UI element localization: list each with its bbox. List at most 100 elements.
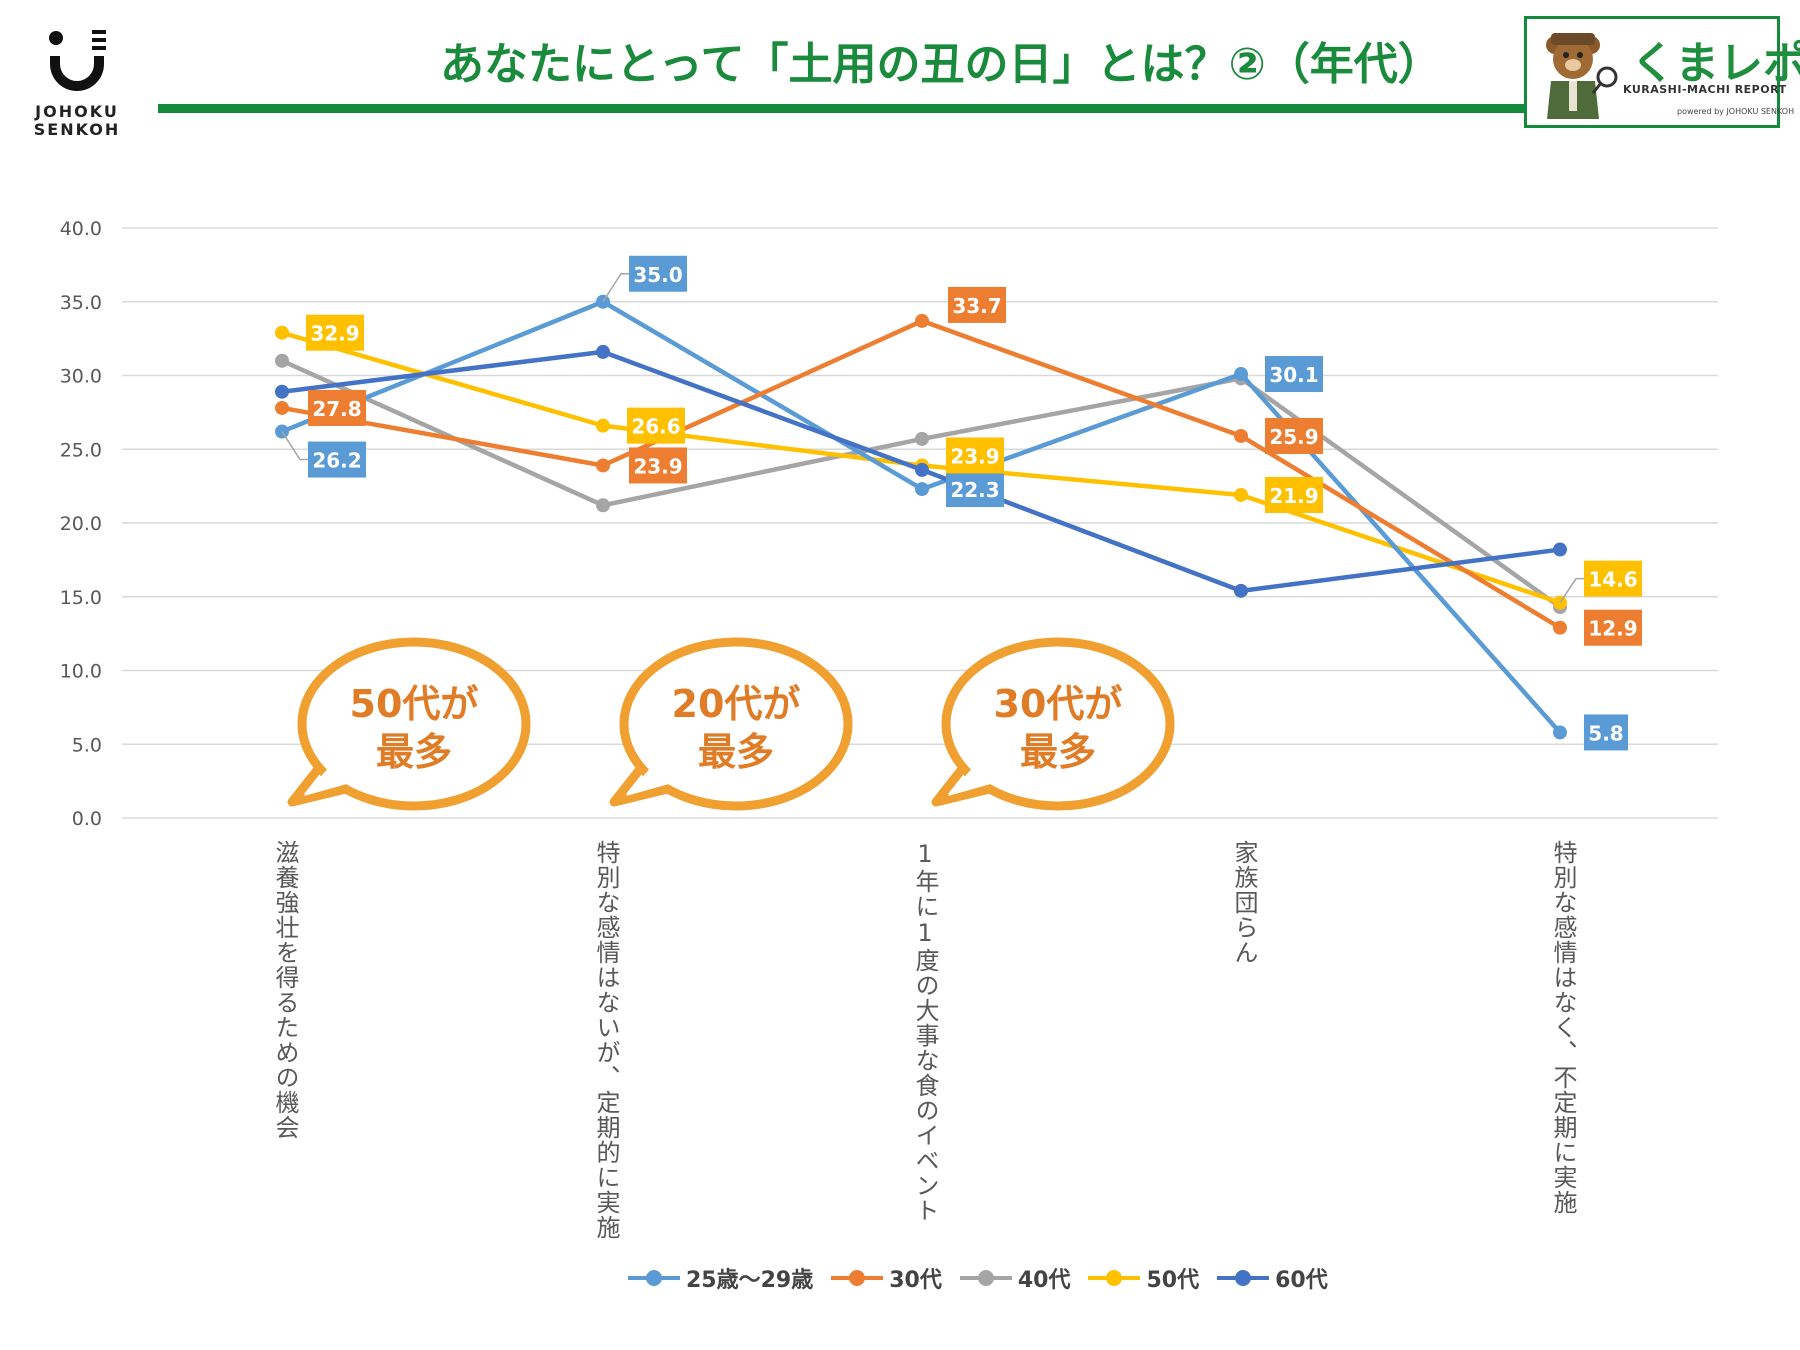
callout-1-line2: 最多 — [375, 730, 452, 774]
data-label-box — [1265, 476, 1323, 513]
data-point — [596, 458, 610, 473]
callout-bubble-tail-fill — [304, 766, 354, 796]
y-tick-label: 20.0 — [60, 513, 102, 535]
x-tick-label: 特別な感情はないが、定期的に実施 — [592, 840, 620, 1240]
legend-item: 25歳〜29歳 — [628, 1262, 813, 1294]
x-tick-label: 家族団らん — [1230, 840, 1258, 965]
data-label-box — [306, 314, 364, 351]
callout-3: 30代が 最多 — [958, 680, 1158, 776]
data-point — [1553, 725, 1567, 740]
page-title: あなたにとって「土用の丑の日」とは？②（年代） — [440, 39, 1442, 90]
legend-item: 60代 — [1217, 1262, 1328, 1294]
data-label-box — [946, 437, 1004, 474]
y-tick-label: 15.0 — [60, 587, 102, 609]
callout-1-line1: 50代が — [349, 682, 479, 726]
data-label-leader — [281, 431, 308, 461]
data-label-box — [1265, 417, 1323, 454]
data-label-box — [627, 407, 685, 444]
data-point — [596, 498, 610, 513]
data-label: 25.9 — [1269, 425, 1318, 449]
logo-text-line1: JOHOKU — [35, 102, 119, 121]
data-label-leader — [602, 273, 629, 303]
data-label-box — [1584, 714, 1628, 751]
data-label: 27.8 — [312, 397, 361, 421]
data-label-box — [1265, 356, 1323, 393]
callout-bubble — [297, 637, 531, 811]
legend-swatch — [1217, 1270, 1270, 1286]
callout-1: 50代が 最多 — [314, 680, 514, 776]
legend-swatch — [628, 1270, 680, 1286]
data-label: 12.9 — [1588, 617, 1637, 641]
data-label: 26.2 — [312, 449, 361, 473]
data-point — [275, 384, 289, 399]
legend-label: 30代 — [889, 1268, 942, 1293]
data-label-box — [1584, 609, 1642, 646]
data-label: 14.6 — [1588, 568, 1637, 592]
data-label: 23.9 — [633, 454, 682, 478]
y-tick-label: 0.0 — [72, 808, 102, 830]
data-point — [275, 400, 289, 415]
legend-item: 40代 — [959, 1262, 1071, 1294]
data-label: 33.7 — [952, 294, 1001, 318]
data-label: 21.9 — [1269, 484, 1318, 508]
data-point — [1234, 367, 1248, 382]
legend-swatch — [1088, 1270, 1141, 1286]
legend-label: 40代 — [1017, 1268, 1071, 1293]
y-tick-label: 40.0 — [60, 218, 102, 240]
data-point — [275, 325, 289, 340]
legend-swatch — [831, 1270, 884, 1286]
data-label-box — [308, 389, 366, 426]
logo-mark-icon — [49, 30, 106, 91]
data-label: 5.8 — [1588, 721, 1623, 745]
data-point — [915, 462, 929, 477]
x-tick-label: 滋養強壮を得るための機会 — [271, 840, 299, 1140]
legend-label: 60代 — [1275, 1268, 1328, 1293]
data-label-leader — [1559, 577, 1584, 604]
data-label: 22.3 — [950, 478, 999, 502]
x-tick-label: 特別な感情はなく、不定期に実施 — [1549, 840, 1577, 1215]
y-tick-label: 35.0 — [60, 292, 102, 314]
legend-label: 50代 — [1146, 1268, 1200, 1293]
callout-2-line2: 最多 — [697, 730, 774, 774]
bear-detective-icon — [1546, 33, 1618, 119]
data-label-box — [629, 447, 687, 484]
data-point — [596, 344, 610, 359]
title-divider — [158, 104, 1528, 113]
data-label: 30.1 — [1269, 363, 1318, 387]
legend-swatch — [959, 1270, 1012, 1286]
johoku-senkoh-logo: JOHOKU SENKOH — [22, 22, 132, 142]
brand-subtitle: KURASHI-MACHI REPORT — [1623, 83, 1787, 96]
data-label: 23.9 — [950, 444, 999, 468]
logo-text-line2: SENKOH — [33, 120, 121, 139]
data-label-box — [629, 255, 687, 292]
data-point — [275, 353, 289, 368]
legend-label: 25歳〜29歳 — [686, 1268, 814, 1293]
y-tick-label: 30.0 — [60, 366, 102, 388]
chart-legend: 25歳〜29歳 30代 40代 50代 60代 — [628, 1262, 1328, 1294]
callout-3-line1: 30代が — [993, 682, 1123, 726]
data-label: 35.0 — [633, 263, 682, 287]
data-label-box — [308, 441, 366, 478]
legend-item: 30代 — [831, 1262, 942, 1294]
data-point — [1553, 620, 1567, 635]
y-tick-label: 5.0 — [72, 734, 102, 756]
y-tick-label: 25.0 — [60, 439, 102, 461]
x-tick-label: 1年に1度の大事な食のイベント — [911, 840, 939, 1223]
data-label-box — [948, 286, 1006, 323]
data-label-box — [946, 471, 1004, 508]
brand-name: くまレポ — [1631, 38, 1800, 89]
brand-powered-by: powered by JOHOKU SENKOH — [1677, 107, 1795, 116]
callout-bubble-tail-fill — [626, 766, 676, 796]
data-point — [1234, 487, 1248, 502]
callout-3-line2: 最多 — [1019, 730, 1096, 774]
data-label: 26.6 — [631, 415, 680, 439]
kumarepo-badge: くまレポ KURASHI-MACHI REPORT powered by JOH… — [1524, 16, 1800, 128]
callout-2-line1: 20代が — [671, 682, 801, 726]
callout-2: 20代が 最多 — [636, 680, 836, 776]
data-point — [1234, 583, 1248, 598]
data-point — [1553, 542, 1567, 557]
y-tick-label: 10.0 — [60, 661, 102, 683]
data-point — [915, 482, 929, 497]
data-point — [915, 313, 929, 328]
